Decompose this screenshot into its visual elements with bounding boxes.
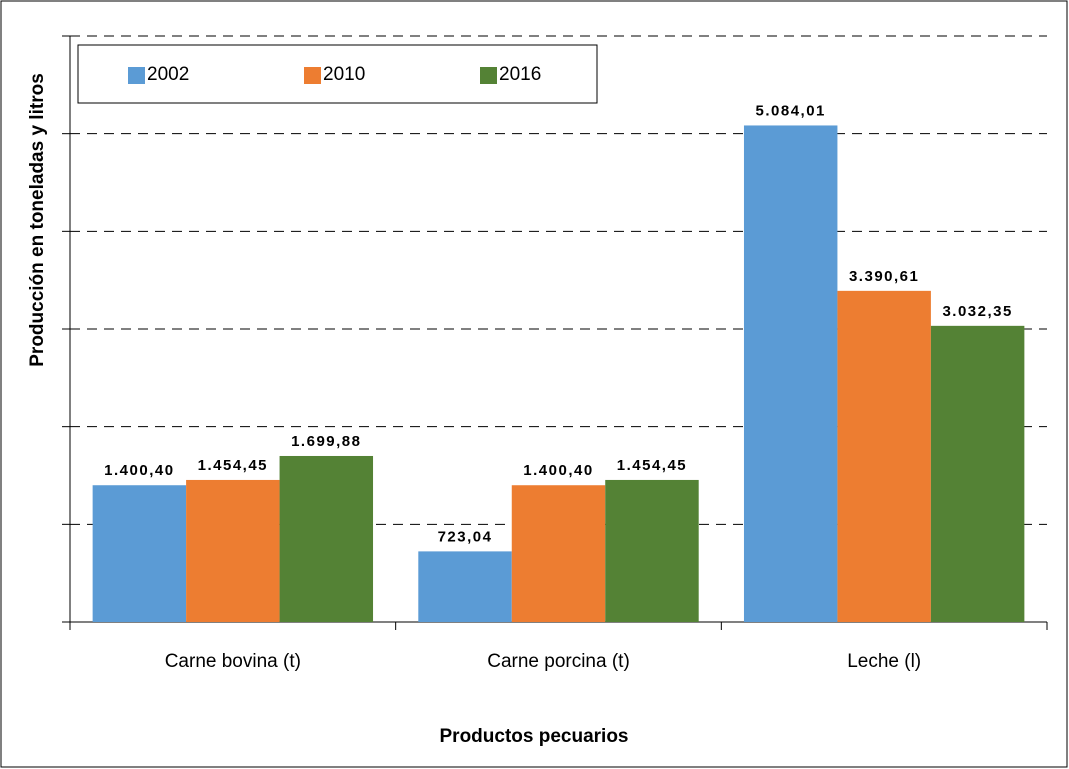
x-axis-label: Productos pecuarios — [440, 726, 629, 747]
x-tick-label: Leche (l) — [847, 651, 921, 672]
value-label: 723,04 — [438, 528, 493, 545]
bar — [511, 485, 606, 622]
bar — [743, 125, 838, 622]
value-label: 3.390,61 — [849, 268, 919, 285]
legend-label: 2002 — [147, 64, 189, 85]
bar — [186, 479, 280, 622]
bar — [92, 485, 187, 622]
bar — [605, 479, 699, 622]
legend-swatch — [128, 67, 145, 84]
bar — [418, 551, 512, 622]
x-tick-label: Carne bovina (t) — [165, 651, 301, 672]
legend-label: 2016 — [499, 64, 541, 85]
legend-box — [77, 44, 598, 104]
value-label: 1.400,40 — [104, 462, 174, 479]
value-label: 1.454,45 — [198, 457, 268, 474]
bar — [279, 455, 374, 622]
y-axis-label: Producción en toneladas y litros — [27, 73, 48, 367]
legend-swatch — [480, 67, 497, 84]
bar — [837, 290, 931, 622]
legend-swatch — [304, 67, 321, 84]
x-tick-label: Carne porcina (t) — [487, 651, 630, 672]
value-label: 5.084,01 — [756, 102, 826, 119]
value-label: 3.032,35 — [942, 303, 1012, 320]
value-label: 1.454,45 — [617, 457, 687, 474]
value-label: 1.699,88 — [291, 433, 361, 450]
value-label: 1.400,40 — [523, 462, 593, 479]
legend-label: 2010 — [323, 64, 365, 85]
bar — [930, 325, 1025, 622]
